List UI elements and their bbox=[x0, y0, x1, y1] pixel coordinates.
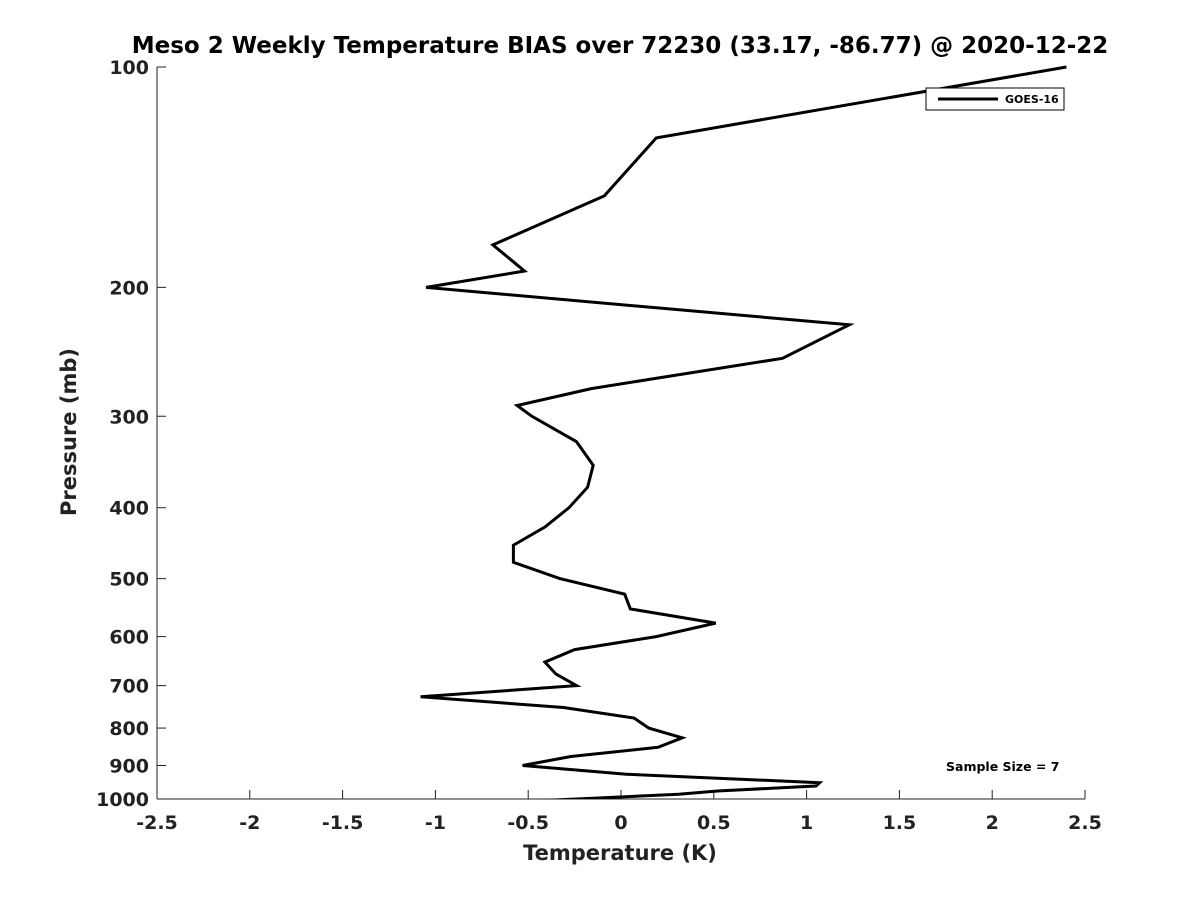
y-tick-label: 900 bbox=[109, 756, 149, 778]
x-tick-label: -0.5 bbox=[507, 812, 549, 834]
x-tick-label: -1 bbox=[425, 812, 446, 834]
y-tick-label: 1000 bbox=[96, 789, 149, 811]
series-layer bbox=[420, 65, 1067, 799]
y-tick-label: 200 bbox=[109, 277, 149, 299]
x-tick-label: 2.5 bbox=[1068, 812, 1102, 834]
series-line-goes16 bbox=[420, 65, 1067, 799]
y-axis-label: Pressure (mb) bbox=[57, 348, 81, 516]
x-axis: -2.5 -2 -1.5 -1 -0.5 0 0.5 1 1.5 2 2.5 bbox=[136, 790, 1102, 834]
x-tick-label: 1 bbox=[800, 812, 813, 834]
y-tick-label: 100 bbox=[109, 57, 149, 79]
x-tick-label: 0.5 bbox=[697, 812, 731, 834]
x-tick-label: -2.5 bbox=[136, 812, 178, 834]
plot-background bbox=[157, 67, 1085, 799]
y-tick-label: 800 bbox=[109, 718, 149, 740]
y-tick-label: 300 bbox=[109, 406, 149, 428]
x-tick-label: 0 bbox=[614, 812, 627, 834]
x-tick-label: 2 bbox=[986, 812, 999, 834]
y-axis: 100 200 300 400 500 600 700 800 900 1000 bbox=[96, 57, 166, 811]
legend: GOES-16 bbox=[925, 87, 1065, 111]
y-tick-label: 700 bbox=[109, 676, 149, 698]
y-tick-label: 600 bbox=[109, 627, 149, 649]
x-axis-label: Temperature (K) bbox=[523, 841, 717, 865]
y-tick-label: 400 bbox=[109, 498, 149, 520]
sample-size-annotation: Sample Size = 7 bbox=[946, 759, 1059, 774]
chart-title: Meso 2 Weekly Temperature BIAS over 7223… bbox=[132, 33, 1109, 59]
x-tick-label: -2 bbox=[239, 812, 260, 834]
y-tick-label: 500 bbox=[109, 569, 149, 591]
x-tick-label: -1.5 bbox=[322, 812, 364, 834]
x-tick-label: 1.5 bbox=[883, 812, 917, 834]
plot-area bbox=[156, 67, 1085, 800]
legend-label-goes16: GOES-16 bbox=[1005, 93, 1059, 106]
